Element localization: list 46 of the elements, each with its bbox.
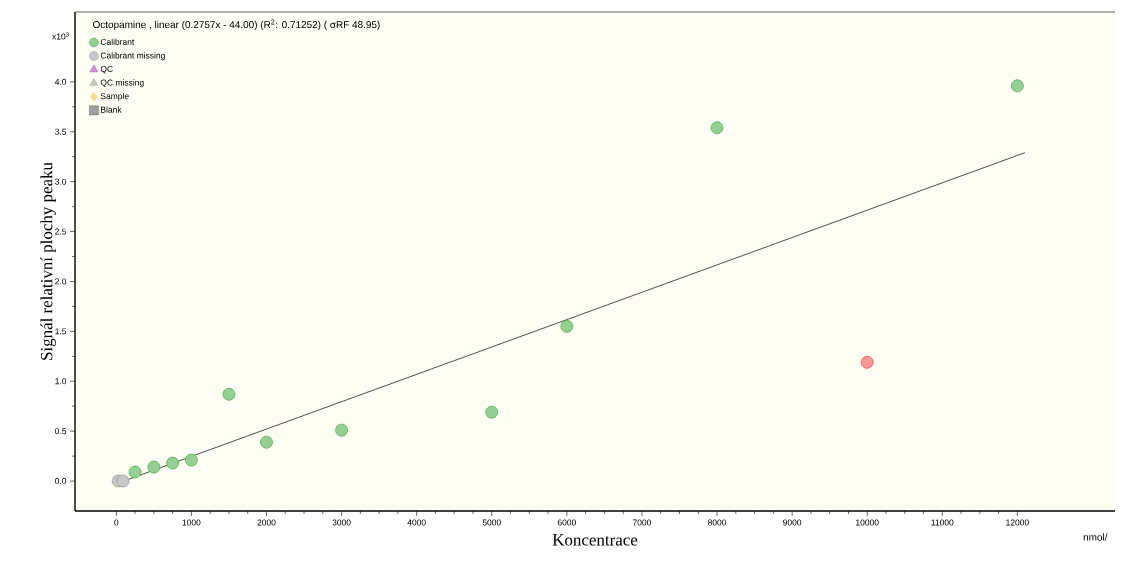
y-tick-label: 3.0 [55, 178, 67, 185]
x-tick-label: 4000 [407, 519, 426, 526]
y-tick-label: 3.5 [55, 128, 67, 135]
point [710, 121, 724, 135]
text: Octopamine , linear (0.2757x - 44.00) (R$^{2}$: 0.71252) ( σRF 48.95) [92, 19, 380, 31]
point [166, 456, 179, 470]
point [147, 460, 161, 474]
x-tick-label: 6000 [557, 519, 576, 526]
point [116, 474, 130, 488]
y-tick-label: 2.5 [55, 228, 67, 235]
x-tick-label: 0 [114, 519, 119, 526]
y-tick-label: 2.0 [55, 278, 67, 285]
text: x10$^{3}$ [52, 32, 69, 40]
point [222, 387, 236, 401]
x-tick-label: 2000 [257, 519, 276, 526]
x-tick-label: 3000 [332, 519, 351, 526]
point [560, 320, 574, 333]
y-tick-label: 4.0 [54, 78, 67, 85]
legend-label: Calibrant missing [100, 52, 165, 61]
x-tick-label: 9000 [783, 519, 802, 526]
x-tick-label: 5000 [482, 519, 501, 526]
x-axis-title: Koncentrace [552, 534, 638, 546]
point [1011, 79, 1024, 93]
y-tick-label: 0.5 [55, 428, 67, 435]
y-axis-title: Signál relativní plochy peaku [40, 162, 56, 360]
point [260, 435, 273, 449]
y-tick-label: 1.0 [55, 378, 67, 385]
x-tick-label: 10000 [856, 519, 879, 526]
y-tick-label: 0.0 [55, 478, 67, 485]
x-tick-label: 1000 [182, 519, 201, 526]
point [860, 356, 874, 369]
point [185, 453, 198, 467]
legend-label: QC missing [100, 79, 144, 88]
legend-label: Sample [100, 92, 129, 101]
y-tick-label: 1.5 [55, 328, 67, 335]
point [128, 465, 142, 479]
x-tick-label: 8000 [707, 519, 727, 526]
point [485, 405, 499, 419]
x-tick-label: 7000 [632, 519, 652, 526]
legend-label: Blank [101, 106, 122, 113]
x-tick-label: 12000 [1006, 519, 1029, 526]
text: nmol/ [1083, 533, 1108, 541]
x-tick-label: 11000 [931, 519, 954, 526]
legend-label: QC [100, 65, 113, 74]
legend-label: Calibrant [100, 38, 135, 45]
point [335, 423, 348, 437]
